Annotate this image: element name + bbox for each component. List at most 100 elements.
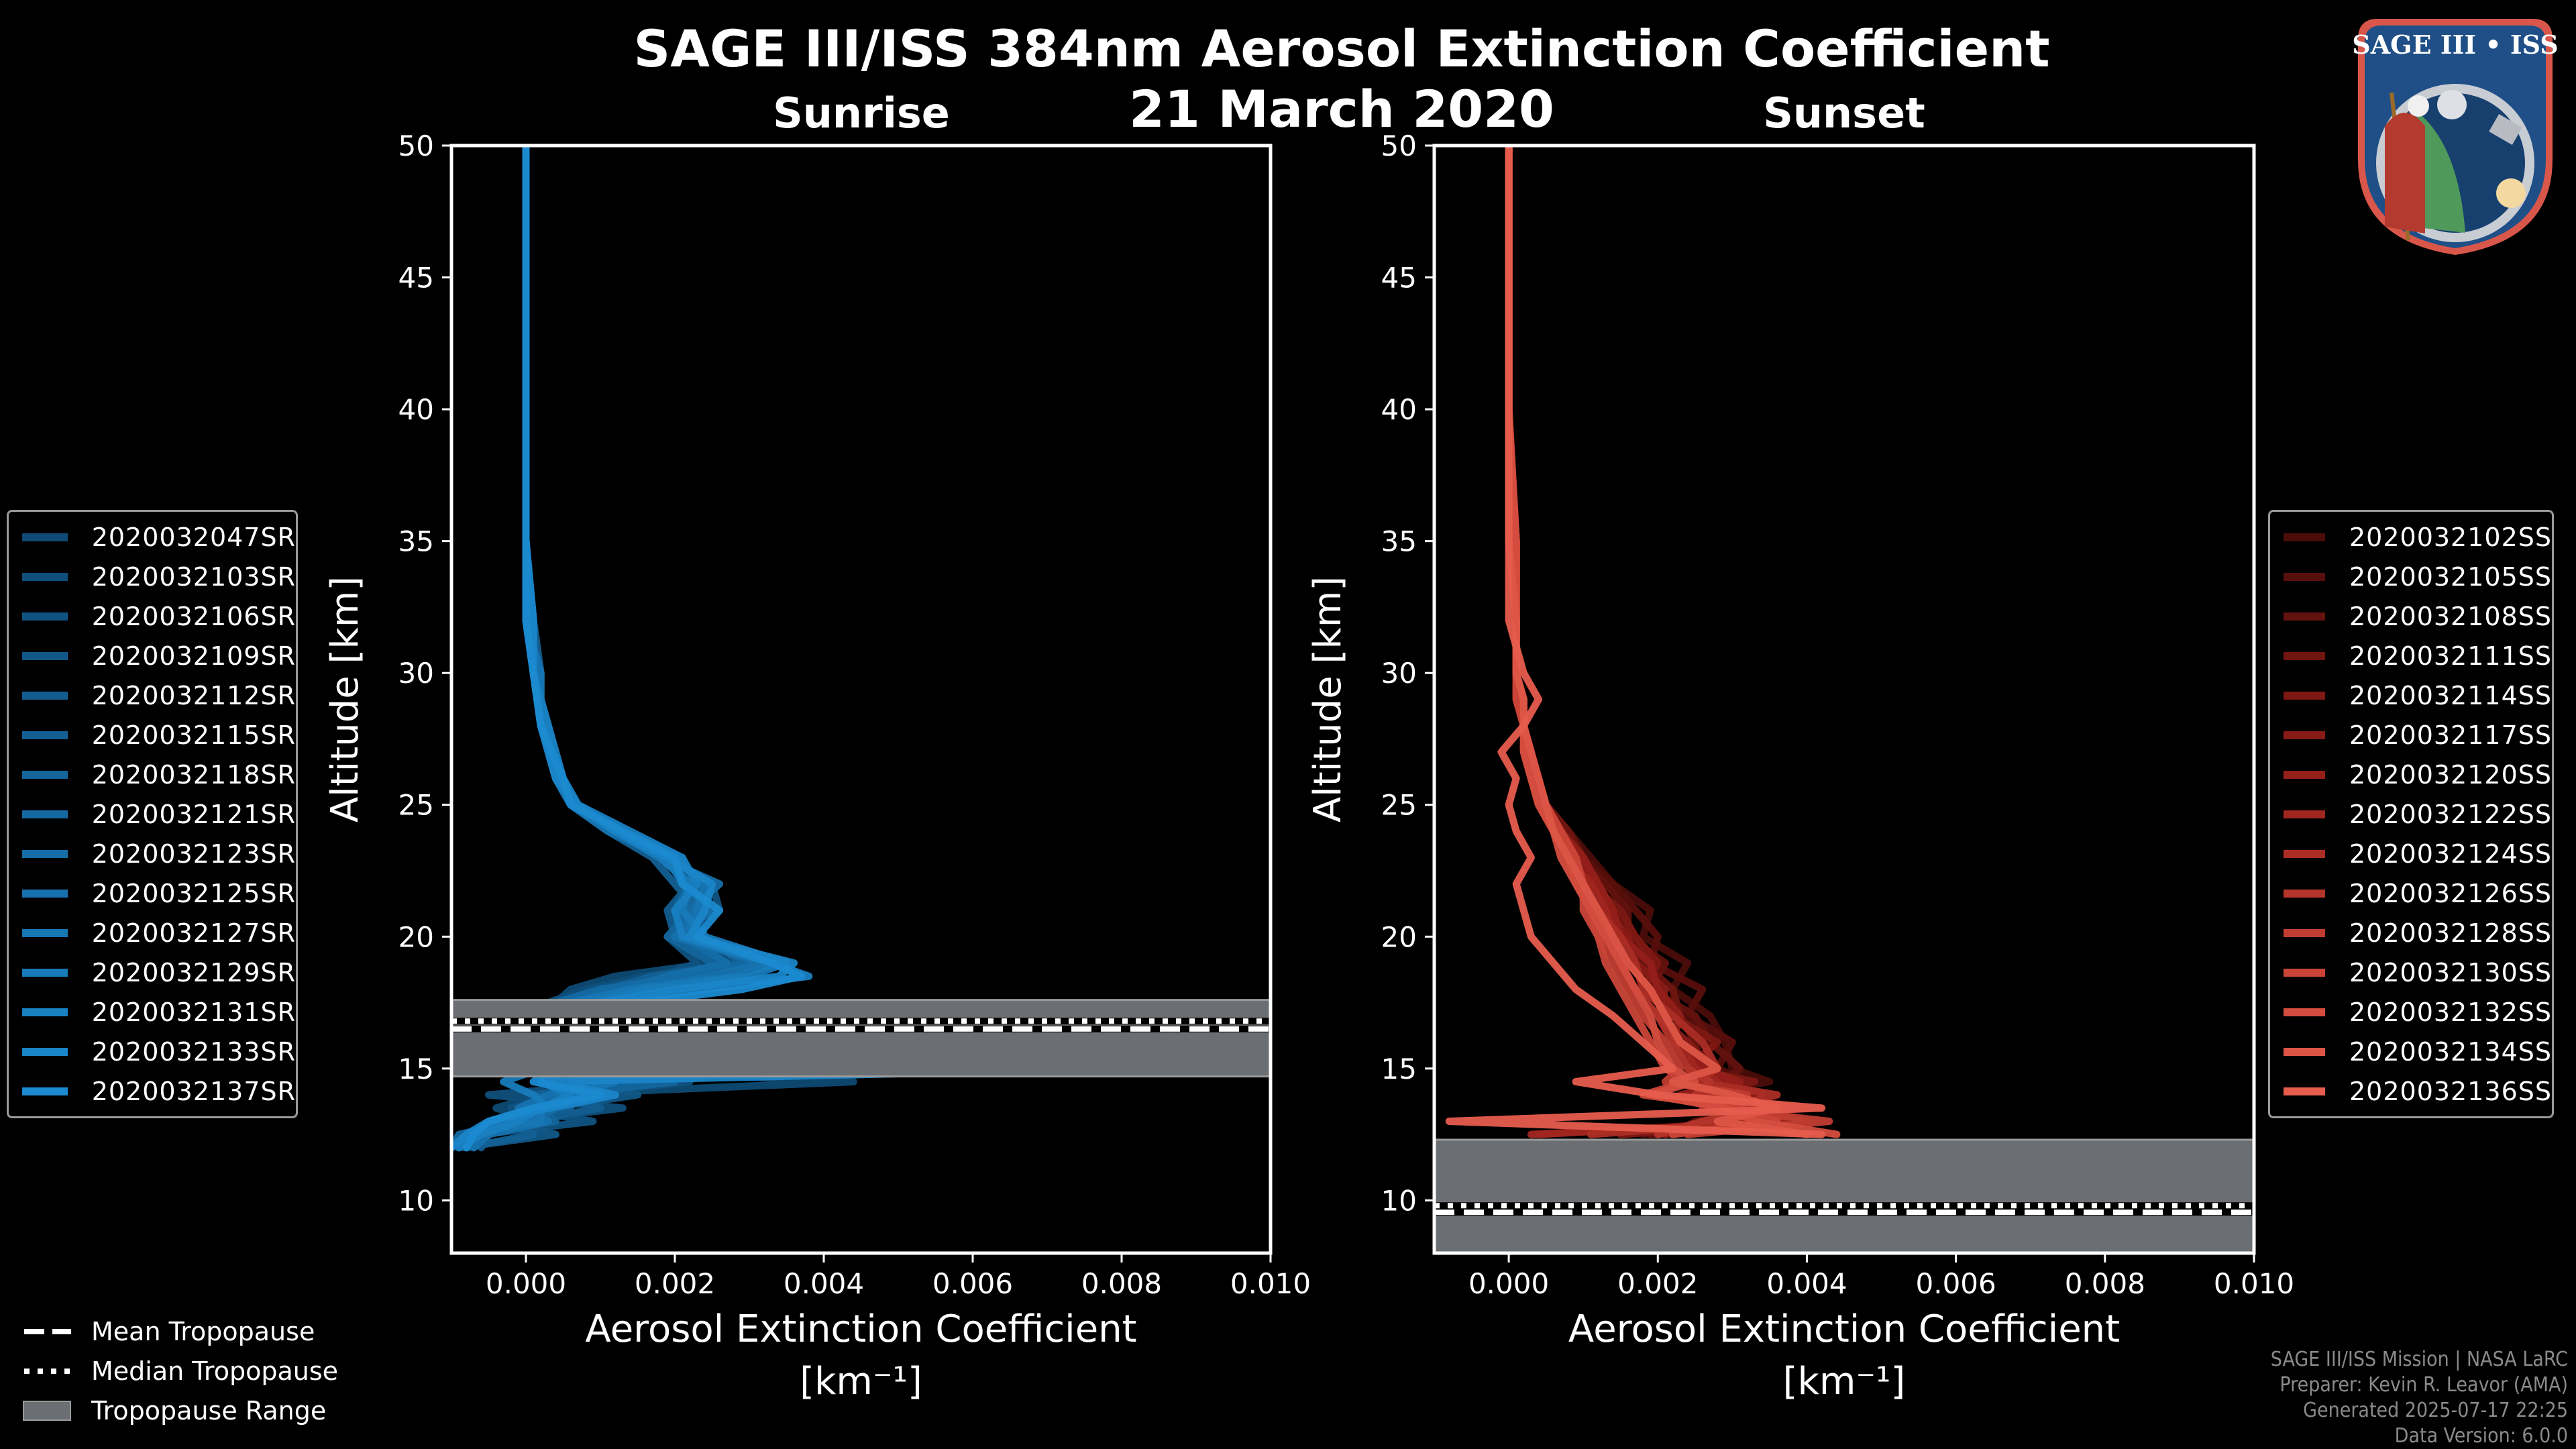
sunset-ytick-label: 45 xyxy=(1381,262,1417,294)
legend-item: 2020032132SS xyxy=(2270,992,2552,1032)
legend-line-swatch xyxy=(22,731,68,739)
legend-item-median-tropopause: Median Tropopause xyxy=(23,1351,338,1391)
legend-line-swatch xyxy=(22,810,68,818)
legend-item: 2020032125SR xyxy=(9,873,296,913)
legend-label: 2020032136SS xyxy=(2349,1076,2552,1106)
legend-item: 2020032120SS xyxy=(2270,755,2552,794)
legend-label: 2020032105SS xyxy=(2349,561,2552,592)
sunset-xtick-label: 0.000 xyxy=(1468,1267,1549,1300)
legend-line-swatch xyxy=(22,572,68,581)
legend-item: 2020032133SR xyxy=(9,1032,296,1071)
legend-line-swatch xyxy=(22,651,68,660)
legend-line-swatch xyxy=(2284,928,2325,937)
legend-label: 2020032112SR xyxy=(91,680,296,710)
sunset-series-2020032136SS xyxy=(1445,146,1826,1138)
sunset-xaxis-label: Aerosol Extinction Coefficient xyxy=(1568,1307,2120,1351)
legend-item: 2020032126SS xyxy=(2270,873,2552,913)
legend-item: 2020032134SS xyxy=(2270,1032,2552,1071)
sunrise-ytick-label: 45 xyxy=(398,262,434,294)
legend-label: 2020032126SS xyxy=(2349,878,2552,908)
sunset-plot-frame xyxy=(1432,144,2256,1255)
legend-label: 2020032047SR xyxy=(91,522,296,552)
legend-line-swatch xyxy=(2284,770,2325,779)
median-tropopause-label: Median Tropopause xyxy=(91,1356,338,1386)
legend-line-swatch xyxy=(22,1047,68,1056)
legend-line-swatch xyxy=(22,612,68,621)
legend-item: 2020032121SR xyxy=(9,794,296,834)
legend-line-swatch xyxy=(2284,810,2325,818)
legend-label: 2020032133SR xyxy=(91,1036,296,1067)
legend-item-tropopause-range: Tropopause Range xyxy=(23,1391,338,1430)
credit-mission: SAGE III/ISS Mission | NASA LaRC xyxy=(2270,1348,2568,1371)
legend-item: 2020032136SS xyxy=(2270,1071,2552,1111)
legend-item: 2020032122SS xyxy=(2270,794,2552,834)
chart-date: 21 March 2020 xyxy=(1129,79,1554,139)
sunrise-ytick-label: 15 xyxy=(398,1053,434,1085)
sunset-series-group xyxy=(1445,146,1841,1138)
legend-item: 2020032047SR xyxy=(9,517,296,557)
legend-label: 2020032129SR xyxy=(91,957,296,987)
credit-generated: Generated 2025-07-17 22:25 xyxy=(2303,1399,2568,1422)
legend-item: 2020032137SR xyxy=(9,1071,296,1111)
legend-item: 2020032111SS xyxy=(2270,636,2552,676)
sunset-ytick-label: 35 xyxy=(1381,525,1417,558)
sunrise-ytick-label: 25 xyxy=(398,789,434,822)
sunrise-ytick-label: 50 xyxy=(398,129,434,162)
legend-line-swatch xyxy=(22,889,68,898)
sunrise-ytick-label: 30 xyxy=(398,657,434,690)
credit-preparer: Preparer: Kevin R. Leavor (AMA) xyxy=(2279,1373,2568,1397)
legend-item: 2020032103SR xyxy=(9,557,296,596)
legend-label: 2020032137SR xyxy=(91,1076,296,1106)
legend-line-swatch xyxy=(2284,691,2325,700)
credits: SAGE III/ISS Mission | NASA LaRC Prepare… xyxy=(2271,1347,2568,1449)
sunset-ytick-label: 20 xyxy=(1381,920,1417,953)
tropopause-range-label: Tropopause Range xyxy=(91,1395,327,1426)
sunrise-xaxis-units: [km⁻¹] xyxy=(800,1360,922,1403)
sunrise-xtick-label: 0.010 xyxy=(1230,1267,1311,1300)
sunset-ytick-label: 15 xyxy=(1381,1053,1417,1085)
dashed-line-icon xyxy=(23,1322,71,1342)
legend-label: 2020032123SR xyxy=(91,839,296,869)
legend-label: 2020032103SR xyxy=(91,561,296,592)
legend-label: 2020032122SS xyxy=(2349,799,2552,829)
legend-line-swatch xyxy=(22,1008,68,1016)
sunset-xtick-label: 0.002 xyxy=(1617,1267,1698,1300)
legend-label: 2020032114SS xyxy=(2349,680,2552,710)
legend-line-swatch xyxy=(22,928,68,937)
legend-label: 2020032125SR xyxy=(91,878,296,908)
sunset-legend: 2020032102SS 2020032105SS 2020032108SS 2020… xyxy=(2268,510,2554,1118)
legend-label: 2020032130SS xyxy=(2349,957,2552,987)
legend-item: 2020032117SS xyxy=(2270,715,2552,755)
sunset-ytick-label: 40 xyxy=(1381,393,1417,426)
legend-line-swatch xyxy=(2284,731,2325,739)
legend-label: 2020032111SS xyxy=(2349,641,2552,671)
legend-label: 2020032108SS xyxy=(2349,601,2552,631)
legend-label: 2020032132SS xyxy=(2349,997,2552,1027)
legend-item: 2020032124SS xyxy=(2270,834,2552,873)
legend-line-swatch xyxy=(2284,968,2325,977)
sunset-xtick-label: 0.006 xyxy=(1916,1267,1996,1300)
sunset-xtick-label: 0.010 xyxy=(2214,1267,2294,1300)
sunset-panel xyxy=(1445,146,1841,1138)
credit-version: Data Version: 6.0.0 xyxy=(2394,1424,2568,1448)
sunrise-panel xyxy=(451,146,1200,1152)
legend-line-swatch xyxy=(2284,651,2325,660)
legend-label: 2020032124SS xyxy=(2349,839,2552,869)
sunrise-xtick-label: 0.002 xyxy=(635,1267,715,1300)
legend-label: 2020032131SR xyxy=(91,997,296,1027)
tropopause-legend: Mean Tropopause Median Tropopause Tropop… xyxy=(23,1311,338,1430)
legend-item: 2020032102SS xyxy=(2270,517,2552,557)
legend-line-swatch xyxy=(2284,1008,2325,1016)
legend-line-swatch xyxy=(22,533,68,541)
range-swatch-icon xyxy=(23,1400,71,1421)
legend-item: 2020032131SR xyxy=(9,992,296,1032)
legend-line-swatch xyxy=(2284,849,2325,858)
legend-item: 2020032123SR xyxy=(9,834,296,873)
sunrise-legend: 2020032047SR 2020032103SR 2020032106SR 2020… xyxy=(7,510,298,1118)
sunset-ytick-label: 25 xyxy=(1381,789,1417,822)
chart-title: SAGE III/ISS 384nm Aerosol Extinction Co… xyxy=(633,19,2050,78)
legend-item: 2020032105SS xyxy=(2270,557,2552,596)
legend-line-swatch xyxy=(2284,1087,2325,1095)
legend-item-mean-tropopause: Mean Tropopause xyxy=(23,1311,338,1351)
